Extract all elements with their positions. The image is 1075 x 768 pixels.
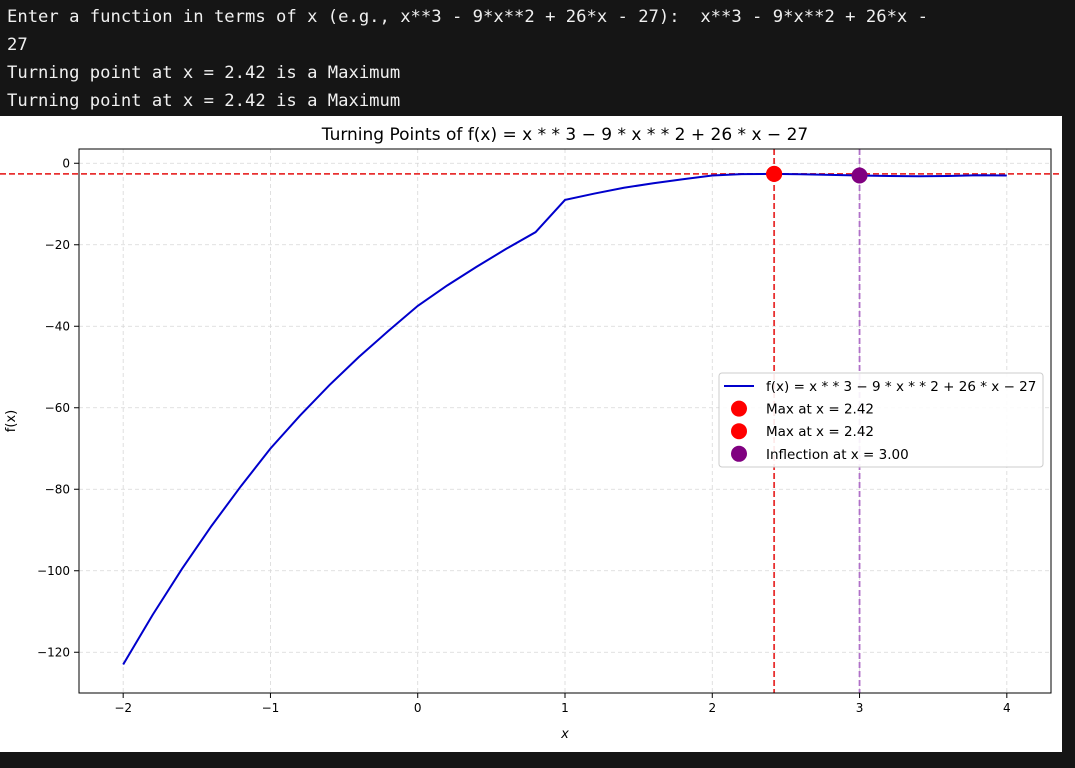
x-tick-label: 0 xyxy=(414,701,422,715)
legend-marker-swatch xyxy=(731,445,747,462)
y-tick-label: 0 xyxy=(62,156,70,170)
grid-layer xyxy=(79,149,1051,693)
y-tick-label: −120 xyxy=(37,645,70,659)
x-tick-label: 4 xyxy=(1003,701,1011,715)
legend-marker-swatch xyxy=(731,423,747,440)
legend-label: f(x) = x * * 3 − 9 * x * * 2 + 26 * x − … xyxy=(766,379,1036,395)
terminal-input: x**3 - 9*x**2 + 26*x - xyxy=(700,7,928,27)
y-tick-label: −100 xyxy=(37,564,70,578)
x-tick-label: 3 xyxy=(856,701,864,715)
legend: f(x) = x * * 3 − 9 * x * * 2 + 26 * x − … xyxy=(718,372,1044,468)
terminal-result-line-1: Turning point at x = 2.42 is a Maximum xyxy=(7,63,401,83)
x-tick-label: 2 xyxy=(708,701,716,715)
x-tick-label: 1 xyxy=(561,701,569,715)
legend-label: Max at x = 2.42 xyxy=(766,424,874,440)
marker-layer xyxy=(766,165,868,184)
terminal-input-continuation: 27 xyxy=(7,35,28,55)
y-tick-label: −80 xyxy=(45,482,70,496)
marker-point xyxy=(766,165,783,182)
terminal-result-line-2: Turning point at x = 2.42 is a Maximum xyxy=(7,91,401,111)
terminal-prompt-line: Enter a function in terms of x (e.g., x*… xyxy=(7,3,928,31)
x-tick-label: −1 xyxy=(262,701,280,715)
terminal-output: Enter a function in terms of x (e.g., x*… xyxy=(0,0,1075,116)
legend-marker-swatch xyxy=(731,400,747,417)
legend-label: Inflection at x = 3.00 xyxy=(766,447,909,463)
legend-label: Max at x = 2.42 xyxy=(766,402,874,418)
legend-box xyxy=(718,372,1044,468)
y-axis-label: f(x) xyxy=(4,410,19,432)
marker-point xyxy=(851,167,868,184)
x-tick-label: −2 xyxy=(114,701,132,715)
terminal-prompt: Enter a function in terms of x (e.g., x*… xyxy=(7,7,680,27)
x-axis-label: x xyxy=(560,727,569,742)
function-chart: −2 −1 0 1 2 3 4 0 −20 −40 −60 −80 −100 −120 Turning P… xyxy=(0,125,1062,742)
axes-layer: −2 −1 0 1 2 3 4 0 −20 −40 −60 −80 −100 −120 xyxy=(37,156,1011,715)
y-tick-label: −20 xyxy=(45,238,70,252)
plot-panel: −2 −1 0 1 2 3 4 0 −20 −40 −60 −80 −100 −120 Turning P… xyxy=(0,116,1062,752)
chart-title: Turning Points of f(x) = x * * 3 − 9 * x… xyxy=(321,125,808,145)
y-tick-label: −60 xyxy=(45,401,70,415)
y-tick-label: −40 xyxy=(45,319,70,333)
